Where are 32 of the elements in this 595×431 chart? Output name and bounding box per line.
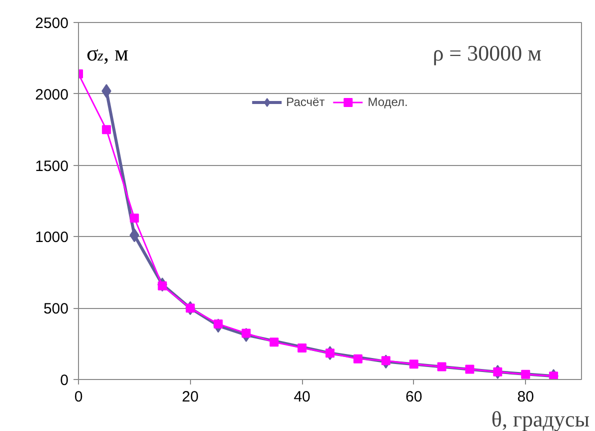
point	[437, 362, 446, 372]
point	[465, 364, 474, 374]
point	[186, 304, 195, 313]
x-tick-label: 40	[294, 388, 310, 406]
point	[130, 214, 139, 223]
x-tick-label: 20	[182, 388, 199, 406]
point	[326, 348, 334, 358]
point	[493, 367, 502, 376]
y-tick-label: 2000	[35, 86, 69, 104]
legend-label: Модел.	[368, 95, 408, 109]
legend-label: Расчёт	[286, 95, 325, 109]
point	[298, 343, 307, 352]
y-axis-title: σz, м	[86, 40, 128, 66]
point	[270, 338, 279, 347]
point	[102, 125, 111, 134]
y-tick-label: 0	[60, 372, 68, 389]
y-tick-label: 2500	[35, 15, 69, 32]
point	[409, 360, 418, 369]
y-tick-label: 1000	[35, 229, 69, 246]
point	[521, 370, 530, 379]
x-tick-label: 60	[405, 388, 422, 406]
point	[353, 354, 362, 364]
y-tick-label: 1500	[35, 158, 69, 175]
point	[549, 372, 558, 380]
point	[381, 356, 390, 366]
x-tick-label: 80	[517, 388, 534, 406]
point	[242, 328, 251, 338]
x-axis-title: θ, градусы	[491, 406, 590, 431]
annotation: ρ = 30000 м	[432, 40, 542, 66]
point	[214, 319, 223, 328]
x-tick-label: 0	[74, 388, 83, 406]
y-tick-label: 500	[43, 300, 69, 318]
